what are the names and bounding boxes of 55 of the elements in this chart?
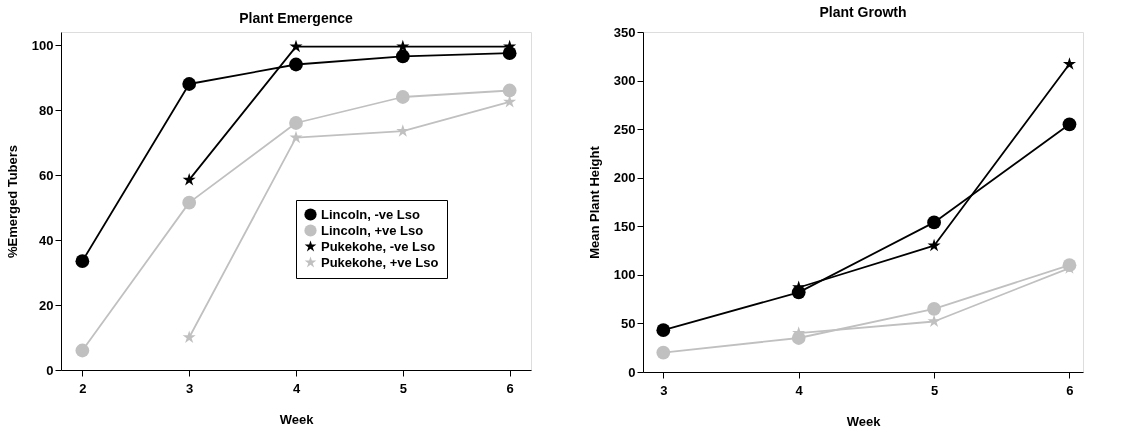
point — [927, 238, 941, 252]
x-tick-label: 6 — [1066, 382, 1074, 398]
legend-label: Lincoln, +ve Lso — [321, 222, 424, 238]
chart-title: Plant Emergence — [239, 10, 354, 26]
point — [182, 195, 197, 210]
point — [182, 330, 196, 344]
y-tick-label: 350 — [613, 24, 636, 40]
y-tick-label: 150 — [613, 218, 636, 234]
y-tick-label: 50 — [621, 315, 636, 331]
legend-label: Pukekohe, -ve Lso — [321, 238, 436, 254]
y-tick-label: 100 — [31, 37, 54, 53]
point — [289, 116, 303, 130]
point — [289, 57, 303, 72]
y-tick-label: 40 — [39, 232, 54, 248]
y-tick-label: 60 — [39, 167, 54, 183]
x-tick-label: 4 — [292, 380, 301, 396]
y-tick-label: 250 — [613, 121, 636, 137]
y-tick-label: 300 — [613, 73, 636, 89]
point — [502, 83, 517, 98]
point — [395, 49, 410, 64]
y-tick-label: 0 — [46, 362, 54, 378]
legend-label: Lincoln, -ve Lso — [321, 206, 421, 222]
y-axis-title: Mean Plant Height — [586, 145, 602, 259]
x-tick-label: 4 — [795, 382, 804, 398]
point — [289, 39, 303, 53]
point — [289, 130, 303, 144]
point — [656, 323, 671, 338]
point — [927, 314, 941, 328]
point — [75, 254, 90, 268]
x-tick-label: 5 — [399, 380, 407, 396]
y-tick-label: 100 — [613, 267, 636, 283]
x-tick-label: 2 — [79, 380, 87, 396]
chart-title: Plant Growth — [819, 4, 907, 20]
point — [182, 77, 197, 91]
y-axis-title: %Emerged Tubers — [4, 144, 20, 259]
x-axis-title: Week — [279, 411, 315, 427]
y-tick-label: 80 — [39, 102, 54, 118]
x-tick-label: 5 — [930, 382, 939, 398]
x-tick-label: 6 — [506, 380, 514, 396]
point — [395, 90, 410, 104]
point — [1062, 117, 1077, 132]
x-tick-label: 3 — [186, 380, 194, 396]
x-axis-title: Week — [846, 413, 882, 429]
point — [927, 301, 941, 316]
y-tick-label: 0 — [628, 364, 636, 380]
y-tick-label: 200 — [613, 170, 636, 186]
point — [75, 343, 90, 358]
point — [1062, 57, 1077, 70]
y-tick-label: 20 — [39, 297, 54, 313]
x-tick-label: 3 — [660, 382, 668, 398]
point — [927, 215, 941, 230]
point — [396, 39, 410, 53]
point — [656, 345, 671, 360]
legend-label: Pukekohe, +ve Lso — [321, 254, 439, 270]
point — [182, 172, 196, 186]
